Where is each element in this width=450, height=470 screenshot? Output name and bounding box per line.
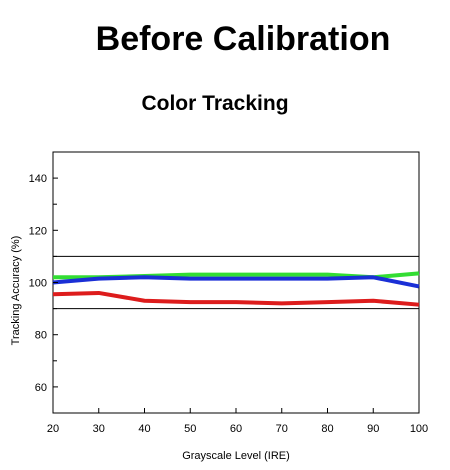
x-tick-label: 100 <box>410 423 428 435</box>
y-tick-label: 60 <box>35 382 47 394</box>
y-tick-label: 140 <box>29 173 47 185</box>
x-tick-label: 30 <box>93 423 105 435</box>
chart-subtitle: Color Tracking <box>141 92 289 115</box>
reference-lines <box>53 255 419 310</box>
plot-frame <box>52 151 420 414</box>
series-lines <box>52 271 420 307</box>
y-tick-label: 100 <box>29 278 47 290</box>
x-tick-label: 60 <box>230 423 242 435</box>
y-axis-label: Tracking Accuracy (%) <box>10 236 22 346</box>
x-tick-label: 70 <box>276 423 288 435</box>
x-tick-label: 80 <box>321 423 333 435</box>
x-tick-label: 40 <box>138 423 150 435</box>
series-line-3 <box>52 290 420 307</box>
plot-area <box>52 151 420 414</box>
y-tick-label: 80 <box>35 330 47 342</box>
page-title: Before Calibration <box>95 20 391 58</box>
x-tick-label: 90 <box>367 423 379 435</box>
x-axis-label: Grayscale Level (IRE) <box>182 450 290 462</box>
x-tick-label: 20 <box>47 423 59 435</box>
y-tick-label: 120 <box>29 225 47 237</box>
x-tick-label: 50 <box>184 423 196 435</box>
axis-ticks: 20 30 40 50 60 70 80 90 100 60 80 100 120 140 <box>29 173 429 435</box>
series-line-2 <box>52 275 420 289</box>
